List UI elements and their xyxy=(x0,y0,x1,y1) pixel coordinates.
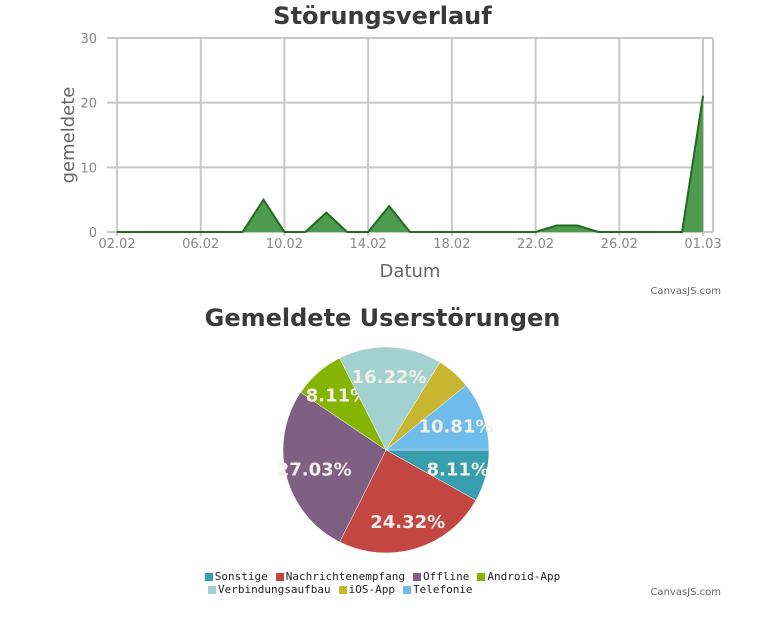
x-tick-label: 02.02 xyxy=(98,237,135,252)
data-point xyxy=(158,231,160,233)
data-point xyxy=(472,231,474,233)
data-point xyxy=(241,231,244,233)
legend-swatch xyxy=(204,572,213,581)
area-chart-plot: 0 10 20 30 02.02 06.02 10.02 14.02 18.02 22.02 26.… xyxy=(58,32,722,282)
data-point xyxy=(639,231,641,233)
data-point xyxy=(325,212,327,214)
x-axis-title: Datum xyxy=(380,261,441,282)
data-point xyxy=(618,231,620,233)
y-tick-label: 20 xyxy=(80,97,97,112)
pie-slice-label: 27.03% xyxy=(277,460,352,481)
data-point xyxy=(346,231,348,233)
data-point xyxy=(304,231,306,233)
legend-label: iOS-App xyxy=(348,583,395,596)
pie-legend: Sonstige Nachrichtenempfang Offline Android… xyxy=(0,570,765,596)
data-point xyxy=(576,224,579,227)
data-point xyxy=(179,231,181,233)
pie-slice-label: 8.11% xyxy=(306,385,368,406)
legend-swatch xyxy=(477,572,486,581)
x-tick-label: 26.02 xyxy=(601,237,638,252)
pie-chart-credit[interactable]: CanvasJS.com xyxy=(650,587,721,598)
area-chart: Störungsverlauf 0 10 20 30 02.02 06.02 10.02 14… xyxy=(0,0,765,300)
pie-chart: Gemeldete Userstörungen 8.11% 24.32% 27.03… xyxy=(0,300,765,618)
legend-swatch xyxy=(338,585,347,594)
legend-item[interactable]: Offline xyxy=(412,570,470,583)
data-point xyxy=(597,231,599,233)
legend-row: Verbindungsaufbau iOS-App Telefonie xyxy=(0,583,765,596)
pie-slice xyxy=(282,392,387,543)
data-point xyxy=(200,231,202,233)
data-point xyxy=(514,231,516,233)
x-tick-label: 18.02 xyxy=(433,237,470,252)
data-point xyxy=(493,231,495,233)
legend-label: Verbindungsaufbau xyxy=(218,583,331,596)
legend-item[interactable]: Telefonie xyxy=(402,583,473,596)
pie-slice xyxy=(339,346,441,451)
legend-label: Nachrichtenempfang xyxy=(285,570,405,583)
data-point xyxy=(534,231,537,233)
legend-label: Telefonie xyxy=(412,583,473,596)
x-tick-label: 22.02 xyxy=(517,237,554,252)
pie-chart-title: Gemeldete Userstörungen xyxy=(204,304,561,332)
legend-label: Sonstige xyxy=(214,570,268,583)
data-point xyxy=(702,95,704,97)
legend-label: Android-App xyxy=(487,570,561,583)
data-point xyxy=(116,231,118,233)
data-point xyxy=(430,231,432,233)
x-tick-label: 01.03 xyxy=(684,237,721,252)
y-axis-title: gemeldete xyxy=(58,87,79,184)
pie-slice-label: 8.11% xyxy=(427,460,489,481)
area-chart-credit[interactable]: CanvasJS.com xyxy=(650,286,721,297)
data-point xyxy=(409,231,411,233)
data-point xyxy=(283,231,286,233)
area-series-line xyxy=(117,96,704,233)
data-point xyxy=(451,231,453,233)
data-point xyxy=(555,224,558,227)
legend-item[interactable]: iOS-App xyxy=(338,583,395,596)
legend-swatch xyxy=(275,572,284,581)
pie-slice-label: 10.81% xyxy=(418,416,493,437)
legend-item[interactable]: Android-App xyxy=(477,570,560,583)
pie-slice xyxy=(385,384,490,451)
legend-swatch xyxy=(402,585,411,594)
pie-slice-label: 24.32% xyxy=(370,512,445,533)
pie-slice xyxy=(339,449,477,554)
legend-swatch xyxy=(208,585,216,594)
x-tick-label: 10.02 xyxy=(266,237,303,252)
legend-item[interactable]: Verbindungsaufbau xyxy=(208,583,331,596)
pie-chart-plot: 8.11%24.32%27.03%8.11%16.22%10.81% xyxy=(277,346,493,554)
data-point xyxy=(681,231,683,233)
x-tick-label: 06.02 xyxy=(182,237,219,252)
y-tick-label: 10 xyxy=(80,161,97,176)
legend-swatch xyxy=(412,572,421,581)
data-point xyxy=(660,231,662,233)
legend-label: Offline xyxy=(422,570,470,583)
y-tick-label: 30 xyxy=(80,32,97,47)
legend-row: Sonstige Nachrichtenempfang Offline Android… xyxy=(0,570,765,583)
y-tick-label: 0 xyxy=(89,226,97,241)
data-point xyxy=(221,231,223,233)
data-point xyxy=(367,231,369,233)
data-point xyxy=(137,231,139,233)
pie-slice-label: 16.22% xyxy=(352,367,427,388)
area-series-fill xyxy=(117,96,703,232)
area-chart-title: Störungsverlauf xyxy=(273,2,492,30)
legend-item[interactable]: Nachrichtenempfang xyxy=(275,570,405,583)
data-point xyxy=(262,199,265,201)
x-tick-label: 14.02 xyxy=(350,237,387,252)
legend-item[interactable]: Sonstige xyxy=(204,570,268,583)
data-point xyxy=(388,205,390,207)
